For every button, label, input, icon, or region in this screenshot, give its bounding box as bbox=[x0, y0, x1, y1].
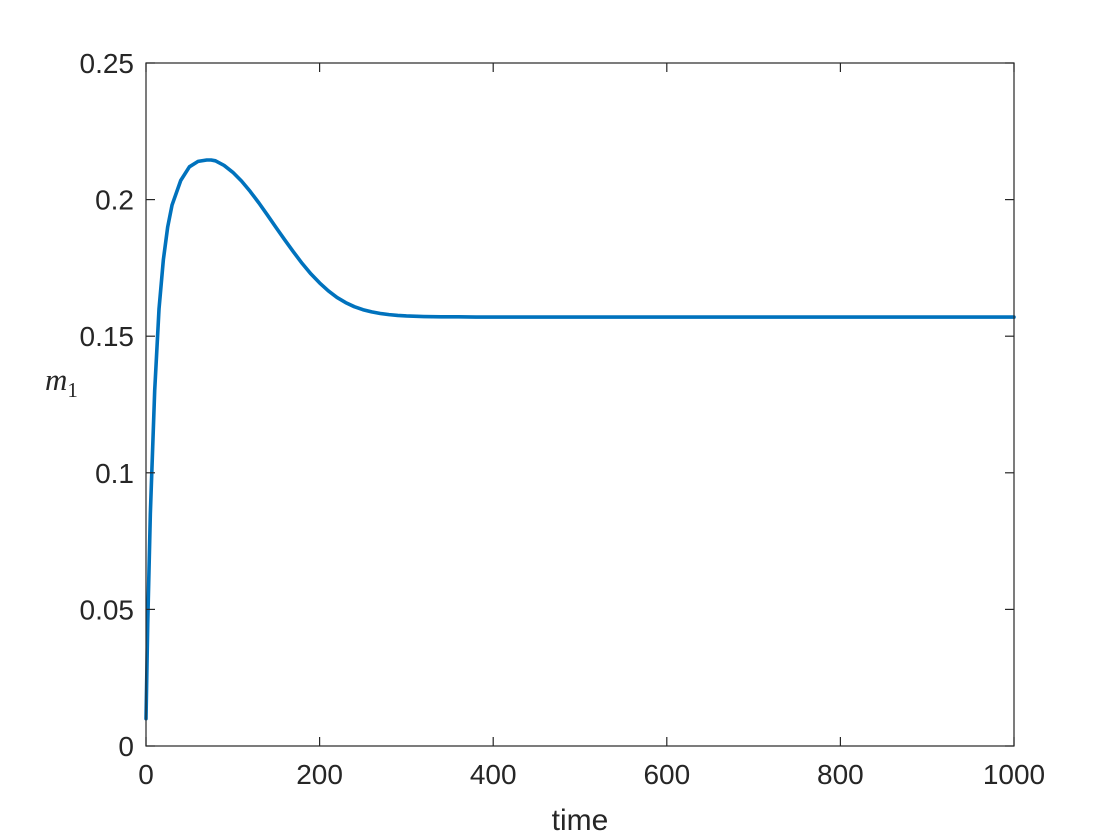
x-tick-label: 400 bbox=[470, 759, 517, 790]
y-tick-label: 0.2 bbox=[95, 185, 134, 216]
y-axis-label-subscript: 1 bbox=[67, 378, 78, 402]
x-tick-label: 800 bbox=[817, 759, 864, 790]
plot-area bbox=[144, 158, 1016, 721]
y-tick-label: 0.05 bbox=[80, 594, 135, 625]
x-axis-label: time bbox=[552, 804, 609, 837]
y-tick-label: 0.1 bbox=[95, 458, 134, 489]
x-tick-label: 600 bbox=[643, 759, 690, 790]
axes bbox=[145, 62, 1015, 747]
x-tick-label: 200 bbox=[296, 759, 343, 790]
y-tick-label: 0 bbox=[118, 731, 134, 762]
y-tick-label: 0.15 bbox=[80, 321, 135, 352]
y-axis-label: m1 bbox=[45, 362, 78, 402]
y-tick-label: 0.25 bbox=[80, 48, 135, 79]
tick-labels: 0 200 400 600 800 1000 0 0.05 0.1 0.15 0.2 0.25 bbox=[80, 48, 1046, 790]
x-tick-label: 1000 bbox=[983, 759, 1045, 790]
series-line-1 bbox=[144, 158, 1016, 721]
x-tick-label: 0 bbox=[138, 759, 154, 790]
axes-box bbox=[145, 62, 1015, 747]
y-axis-label-base: m bbox=[45, 362, 67, 397]
